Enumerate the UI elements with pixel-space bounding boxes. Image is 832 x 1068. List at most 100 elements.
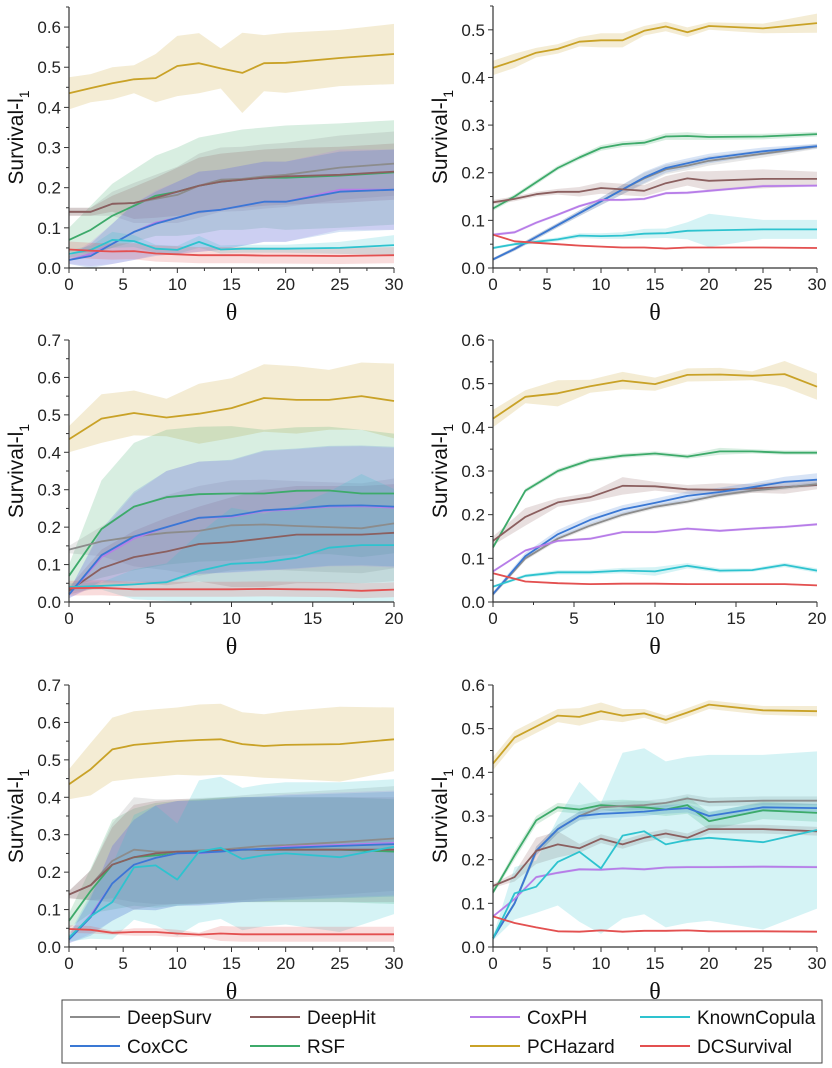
line-knowncopula — [492, 228, 817, 249]
x-tick-label: 10 — [592, 275, 611, 294]
x-tick-label: 20 — [276, 275, 295, 294]
band-knowncopula — [69, 776, 394, 942]
x-tick-label: 0 — [64, 954, 73, 973]
y-tick-label: 0.1 — [37, 556, 61, 575]
y-axis-label: Survival-l1 — [5, 769, 32, 863]
band-deephit — [69, 484, 394, 595]
x-tick-label: 0 — [488, 275, 497, 294]
band-knowncopula — [493, 213, 817, 250]
y-axis-label-subscript: 1 — [440, 424, 456, 432]
legend-item-knowncopula: KnownCopula — [640, 1008, 816, 1029]
panel-1: 0 5 10 15 20 25 30 0.0 0.1 0.2 0.3 0.4 0.5 0.6 θ Surviv… — [5, 6, 403, 326]
y-tick-label: 0.2 — [37, 179, 61, 198]
legend-label: RSF — [307, 1037, 345, 1058]
line-deephit — [492, 177, 817, 204]
y-tick-label: 0.5 — [461, 720, 485, 739]
x-axis-label: θ — [649, 634, 661, 660]
panel-5: 0 5 10 15 20 25 30 0.0 0.1 0.2 0.3 0.4 0.5 0.6 0.7 θ Sur… — [5, 676, 403, 1005]
y-axis-label-subscript: 1 — [16, 90, 32, 98]
line-coxph — [492, 184, 818, 236]
band-pchazard — [493, 361, 817, 428]
line-dcsurvival — [68, 248, 395, 257]
legend-label: CoxPH — [527, 1008, 587, 1029]
band-coxcc — [69, 445, 394, 599]
legend-label: KnownCopula — [697, 1008, 816, 1029]
line-deephit — [492, 828, 818, 887]
x-tick-label: 10 — [592, 954, 611, 973]
y-tick-label: 0.5 — [461, 21, 485, 40]
y-axis-label-subscript: 1 — [16, 769, 32, 777]
x-tick-label: 0 — [488, 609, 497, 628]
x-tick-label: 25 — [754, 954, 773, 973]
legend-label: DCSurvival — [697, 1037, 792, 1058]
y-tick-label: 0.7 — [37, 331, 61, 350]
line-deephit — [492, 484, 818, 542]
y-tick-label: 0.2 — [461, 506, 485, 525]
x-tick-label: 5 — [542, 954, 551, 973]
line-knowncopula — [492, 564, 818, 588]
line-pchazard — [492, 373, 818, 420]
line-pchazard — [68, 53, 395, 95]
line-dcsurvival — [492, 915, 818, 933]
band-rsf — [493, 796, 817, 895]
y-tick-label: 0.0 — [37, 938, 61, 957]
y-tick-label: 0.0 — [461, 938, 485, 957]
y-axis-label-main: Survival-l — [5, 98, 28, 184]
y-tick-label: 0.0 — [461, 259, 485, 278]
y-tick-label: 0.1 — [461, 894, 485, 913]
y-tick-label: 0.3 — [461, 462, 485, 481]
x-tick-label: 25 — [330, 275, 349, 294]
line-dcsurvival — [492, 233, 818, 250]
line-dcsurvival — [68, 586, 395, 592]
x-tick-label: 20 — [808, 609, 827, 628]
band-pchazard — [69, 703, 394, 800]
y-tick-label: 0.6 — [461, 676, 485, 695]
y-tick-label: 0.4 — [461, 763, 485, 782]
y-tick-label: 0.0 — [37, 259, 61, 278]
y-tick-label: 0.4 — [461, 418, 485, 437]
y-axis-label-subscript: 1 — [16, 424, 32, 432]
y-tick-label: 0.0 — [37, 593, 61, 612]
x-tick-label: 10 — [222, 609, 241, 628]
y-axis-label: Survival-l1 — [429, 424, 456, 518]
band-coxcc — [69, 149, 394, 268]
y-tick-label: 0.3 — [37, 481, 61, 500]
y-axis-label-main: Survival-l — [5, 777, 28, 863]
x-tick-label: 0 — [64, 609, 73, 628]
y-tick-label: 0.2 — [461, 164, 485, 183]
line-rsf — [68, 489, 394, 577]
legend-item-deephit: DeepHit — [250, 1008, 376, 1029]
x-tick-label: 0 — [488, 954, 497, 973]
line-knowncopula — [492, 829, 818, 939]
panel-4: 0 5 10 15 20 0.0 0.1 0.2 0.3 0.4 0.5 0.6 θ Survival-l… — [429, 331, 826, 660]
y-axis-label-main: Survival-l — [5, 432, 28, 518]
x-axis-label: θ — [226, 979, 238, 1005]
y-tick-label: 0.3 — [461, 116, 485, 135]
line-pchazard — [68, 738, 395, 785]
x-axis-label: θ — [226, 300, 238, 326]
line-rsf — [492, 450, 817, 548]
y-tick-label: 0.5 — [37, 406, 61, 425]
x-tick-label: 25 — [330, 954, 349, 973]
legend: DeepSurv DeepHit CoxPH KnownCopula CoxCC RSF P… — [61, 999, 823, 1064]
band-rsf — [69, 120, 394, 254]
band-rsf — [69, 797, 394, 929]
x-tick-label: 30 — [808, 275, 827, 294]
x-tick-label: 20 — [276, 954, 295, 973]
line-knowncopula — [68, 544, 394, 588]
y-axis-label-subscript: 1 — [440, 769, 456, 777]
y-axis-label: Survival-l1 — [429, 90, 456, 184]
y-tick-label: 0.2 — [37, 863, 61, 882]
band-deepsurv — [69, 786, 394, 904]
legend-item-dcsurvival: DCSurvival — [640, 1037, 792, 1058]
x-tick-label: 15 — [222, 954, 241, 973]
x-tick-label: 15 — [303, 609, 322, 628]
band-pchazard — [493, 700, 817, 771]
y-tick-label: 0.5 — [37, 751, 61, 770]
x-axis-label: θ — [649, 979, 661, 1005]
band-coxph — [69, 446, 394, 599]
x-tick-label: 5 — [118, 954, 127, 973]
y-axis-label-main: Survival-l — [429, 777, 452, 863]
